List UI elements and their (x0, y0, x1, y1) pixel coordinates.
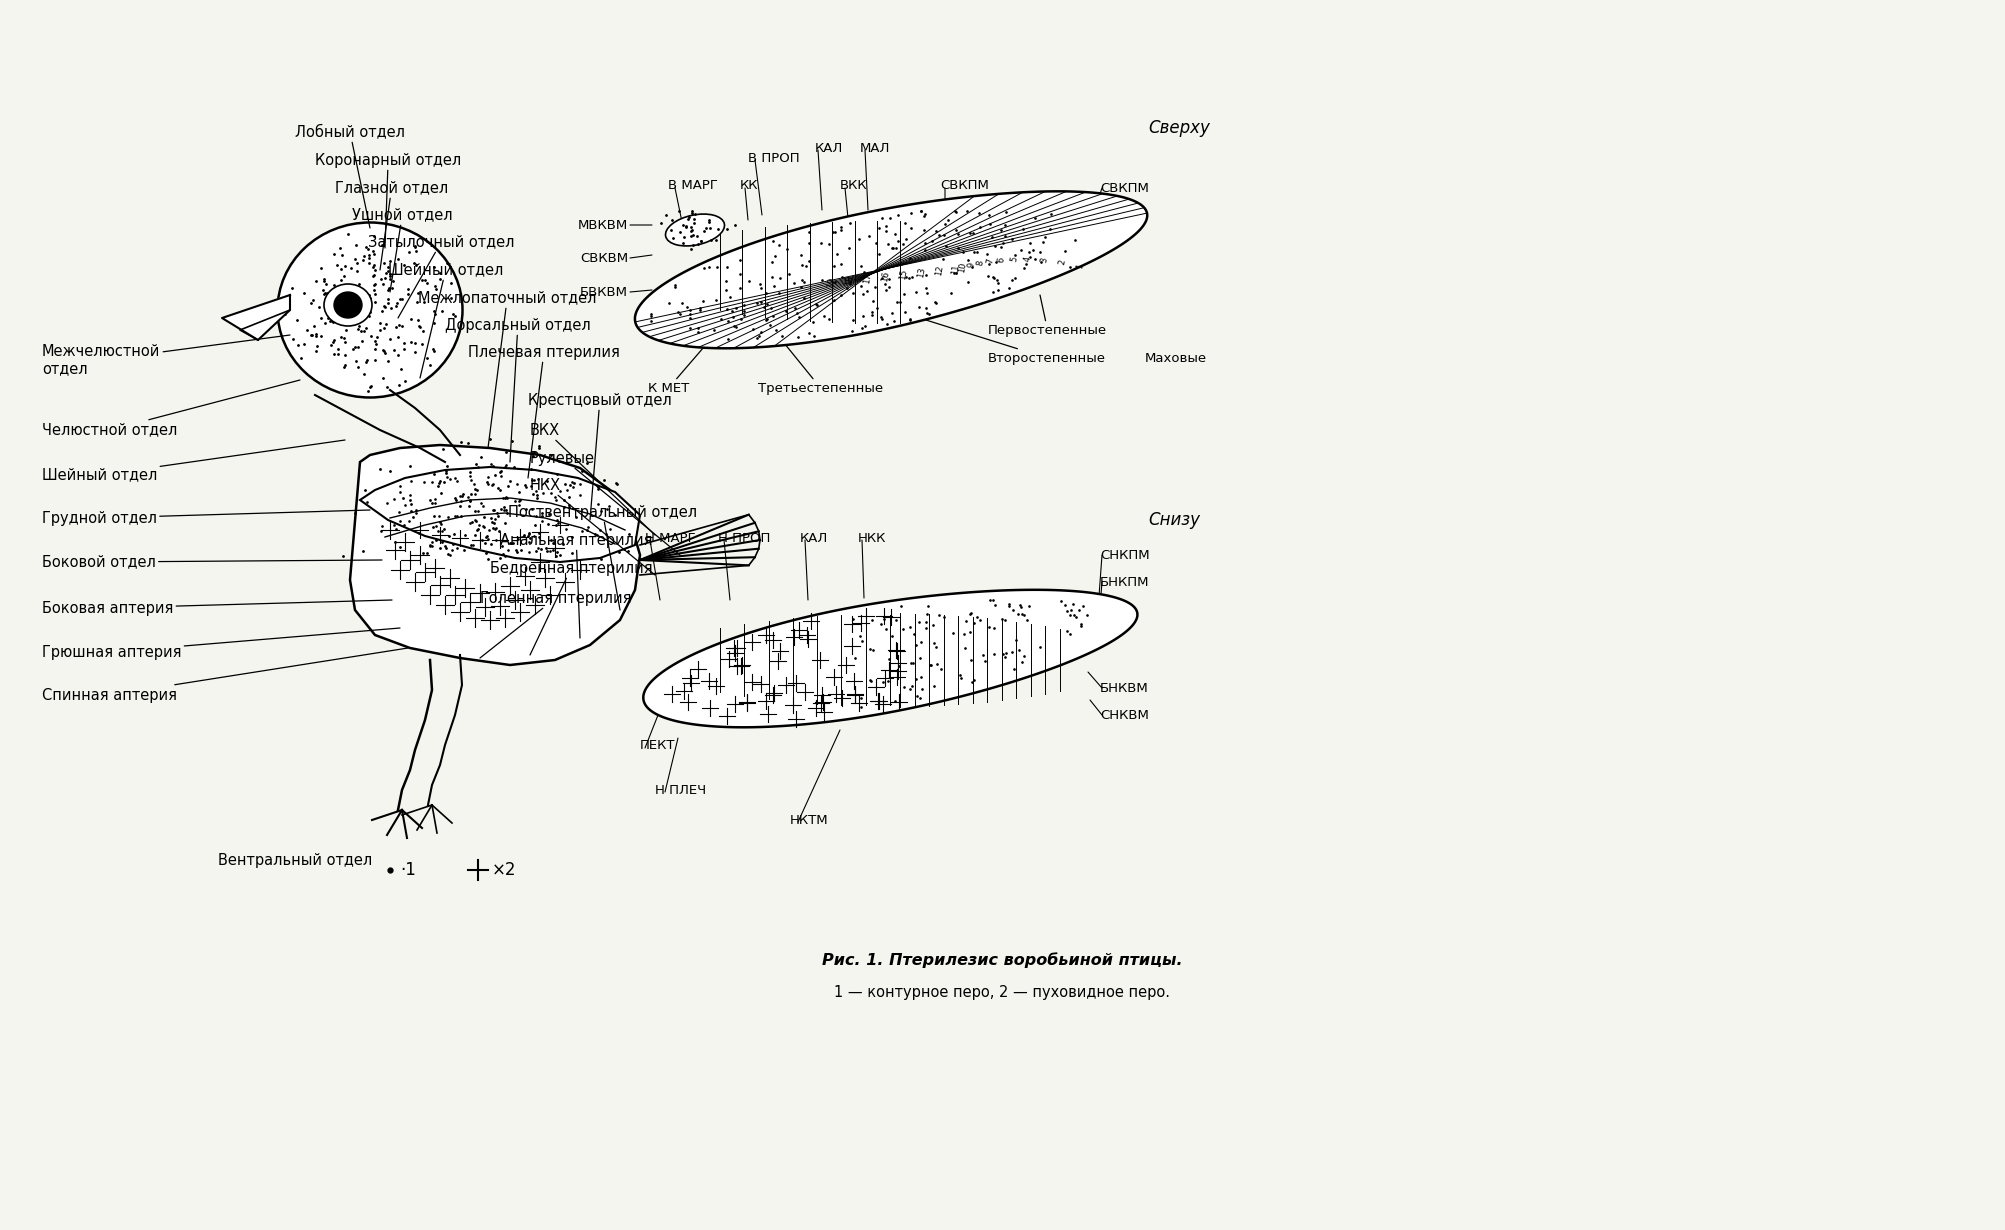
Text: 8: 8 (974, 260, 984, 267)
Polygon shape (636, 192, 1147, 348)
Text: 17: 17 (862, 272, 874, 284)
Polygon shape (644, 590, 1137, 727)
Text: 13: 13 (916, 266, 928, 278)
Text: Шейный отдел: Шейный отдел (389, 262, 503, 378)
Text: 11: 11 (950, 263, 960, 276)
Text: В ПРОП: В ПРОП (748, 151, 800, 165)
Text: Снизу: Снизу (1149, 510, 1201, 529)
Text: Боковой отдел: Боковой отдел (42, 555, 383, 569)
Text: Рулевые: Рулевые (529, 450, 680, 555)
Text: НКХ: НКХ (529, 477, 656, 574)
Text: СНКВМ: СНКВМ (1101, 708, 1149, 722)
Text: 1 — контурное перо, 2 — пуховидное перо.: 1 — контурное перо, 2 — пуховидное перо. (834, 985, 1171, 1000)
Text: БВКВМ: БВКВМ (579, 285, 628, 299)
Text: ПЕКТ: ПЕКТ (640, 738, 676, 752)
Text: ВКХ: ВКХ (529, 422, 656, 535)
Text: Рис. 1. Птерилезис воробьиной птицы.: Рис. 1. Птерилезис воробьиной птицы. (822, 952, 1183, 968)
Text: НКТМ: НКТМ (790, 813, 828, 827)
Text: БВКПМ: БВКПМ (1101, 209, 1149, 221)
Text: Спинная аптерия: Спинная аптерия (42, 648, 407, 702)
Text: 4: 4 (1023, 256, 1033, 262)
Text: КАЛ: КАЛ (800, 531, 828, 545)
Text: СНКПМ: СНКПМ (1101, 549, 1149, 562)
Text: Третьестепенные: Третьестепенные (758, 338, 882, 395)
Text: В МАРГ: В МАРГ (668, 178, 718, 192)
Text: СВКПМ: СВКПМ (940, 178, 988, 192)
Text: Крестцовый отдел: Крестцовый отдел (527, 392, 672, 520)
Text: 7: 7 (984, 257, 994, 264)
Text: МАЛ: МАЛ (860, 141, 890, 155)
Text: НКК: НКК (858, 531, 886, 545)
Text: Поствентральный отдел: Поствентральный отдел (507, 504, 698, 610)
Text: Сверху: Сверху (1149, 119, 1209, 137)
Ellipse shape (277, 223, 463, 397)
Text: Плечевая птерилия: Плечевая птерилия (467, 344, 620, 478)
Text: БНКПМ: БНКПМ (1101, 576, 1149, 588)
Polygon shape (361, 467, 640, 562)
Text: Первостепенные: Первостепенные (988, 295, 1107, 337)
Text: Боковая аптерия: Боковая аптерия (42, 600, 393, 615)
Text: 3: 3 (1039, 257, 1049, 263)
Text: Н ПРОП: Н ПРОП (718, 531, 770, 545)
Text: 16: 16 (880, 271, 892, 282)
Text: Анальная птерилия: Анальная птерилия (499, 533, 652, 638)
Ellipse shape (666, 214, 724, 246)
Text: Лобный отдел: Лобный отдел (295, 124, 405, 228)
Text: 15: 15 (898, 268, 910, 280)
Text: 19: 19 (826, 276, 838, 288)
Text: ВКК: ВКК (840, 178, 868, 192)
Text: 2: 2 (1057, 258, 1067, 266)
Text: Затылочный отдел: Затылочный отдел (369, 235, 515, 319)
Text: Глазной отдел: Глазной отдел (335, 181, 449, 271)
Text: Коронарный отдел: Коронарный отдел (315, 153, 461, 248)
Text: 10: 10 (958, 261, 968, 273)
Text: Ушной отдел: Ушной отдел (353, 208, 453, 292)
Text: Маховые: Маховые (1145, 352, 1207, 364)
Text: Грудной отдел: Грудной отдел (42, 510, 371, 525)
Polygon shape (351, 445, 640, 665)
Text: КК: КК (740, 178, 758, 192)
Text: КАЛ: КАЛ (814, 141, 844, 155)
Text: Челюстной отдел: Челюстной отдел (42, 380, 301, 438)
Text: 1: 1 (1075, 263, 1085, 269)
Text: Межчелюстной
отдел: Межчелюстной отдел (42, 335, 291, 376)
Text: Голенная птерилия: Голенная птерилия (479, 590, 632, 658)
Text: Межлопаточный отдел: Межлопаточный отдел (417, 290, 597, 448)
Text: Шейный отдел: Шейный отдел (42, 440, 345, 482)
Text: СВКПМ: СВКПМ (1101, 182, 1149, 194)
Text: 6: 6 (996, 257, 1007, 263)
Text: ×2: ×2 (491, 861, 517, 879)
Text: Грюшная аптерия: Грюшная аптерия (42, 629, 401, 659)
Text: БНКВМ: БНКВМ (1101, 681, 1149, 695)
Text: 5: 5 (1009, 256, 1019, 262)
Text: 12: 12 (934, 264, 944, 276)
Polygon shape (223, 295, 291, 339)
Text: 9: 9 (966, 262, 976, 268)
Ellipse shape (335, 292, 363, 319)
Text: ·1: ·1 (401, 861, 415, 879)
Text: Второстепенные: Второстепенные (910, 315, 1107, 364)
Text: 18: 18 (844, 274, 856, 287)
Text: Н МАРГ: Н МАРГ (646, 531, 696, 545)
Text: Вентральный отдел: Вентральный отдел (219, 852, 373, 867)
Text: МВКВМ: МВКВМ (577, 219, 628, 231)
Text: Дорсальный отдел: Дорсальный отдел (445, 317, 591, 462)
Text: Бедренная птерилия: Бедренная птерилия (489, 561, 652, 656)
Text: СВКВМ: СВКВМ (579, 251, 628, 264)
Ellipse shape (325, 284, 373, 326)
Text: Н ПЛЕЧ: Н ПЛЕЧ (656, 784, 706, 797)
Text: К МЕТ: К МЕТ (648, 339, 710, 395)
